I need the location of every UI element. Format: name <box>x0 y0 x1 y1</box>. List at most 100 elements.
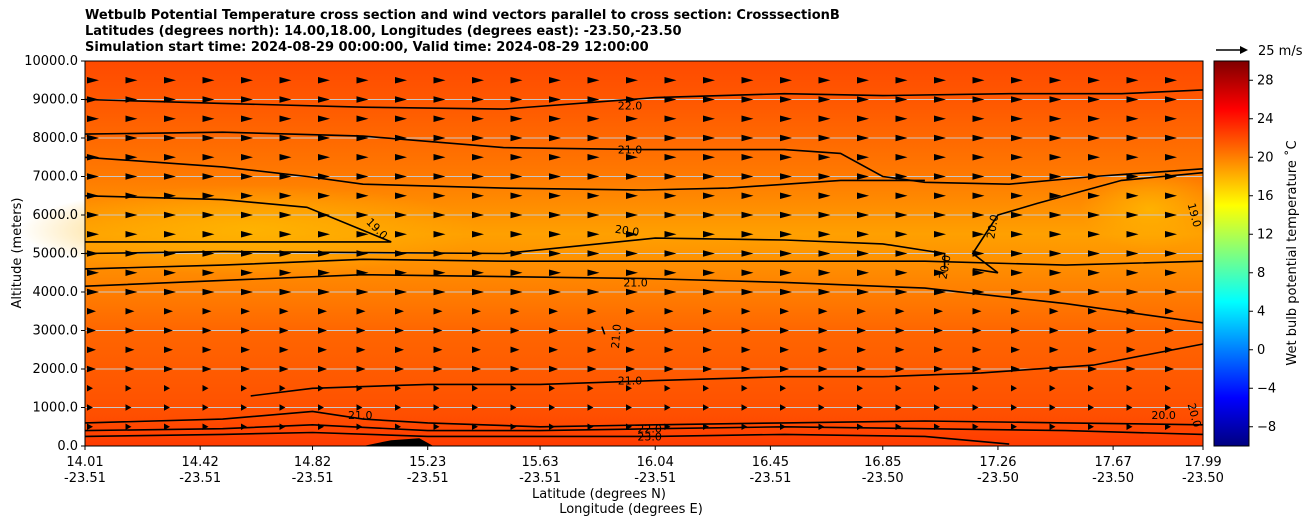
wind-vector <box>549 134 561 142</box>
wind-vector <box>934 115 946 122</box>
wind-vector <box>780 269 792 276</box>
wind-vector <box>125 288 138 296</box>
wind-vector <box>356 77 369 84</box>
wind-vector <box>741 250 754 257</box>
wind-vector <box>510 134 523 142</box>
wind-vector <box>703 346 712 353</box>
x-tick-label-latitude: 14.42 <box>182 455 219 470</box>
wind-vector <box>1049 385 1056 392</box>
wind-vector <box>202 231 215 238</box>
wind-vector <box>241 115 253 122</box>
wind-vector <box>1165 77 1177 84</box>
wind-vector <box>972 96 985 103</box>
x-axis-label-latitude: Latitude (degrees N) <box>532 487 666 502</box>
wind-vector <box>356 192 369 199</box>
wind-vector <box>279 269 292 276</box>
wind-vector <box>549 96 561 103</box>
wind-vector <box>164 231 176 238</box>
wind-vector <box>318 115 330 122</box>
wind-vector <box>125 173 138 180</box>
wind-vector <box>549 288 561 296</box>
wind-vector <box>87 115 99 122</box>
wind-vector <box>587 288 600 296</box>
wind-vector <box>202 385 209 392</box>
wind-vector <box>318 404 324 411</box>
wind-vector <box>1126 154 1139 161</box>
wind-vector <box>741 365 751 373</box>
wind-vector <box>587 173 600 180</box>
wind-vector <box>279 308 289 315</box>
wind-vector <box>318 96 330 103</box>
wind-vector <box>934 288 946 296</box>
wind-vector <box>1088 423 1094 430</box>
wind-vector <box>895 134 908 142</box>
contour-label: 22.0 <box>618 99 643 112</box>
x-tick-label-latitude: 14.82 <box>294 455 331 470</box>
wind-vector <box>1011 115 1023 122</box>
wind-vector <box>395 327 404 334</box>
wind-vector <box>510 308 520 315</box>
contour-label: 20.0 <box>937 254 954 280</box>
wind-vector <box>510 288 523 296</box>
wind-vector <box>510 385 517 392</box>
wind-vector <box>626 404 632 411</box>
wind-vector <box>241 308 250 315</box>
wind-vector <box>472 346 481 353</box>
wind-vector <box>857 96 869 103</box>
wind-vector <box>279 96 292 103</box>
y-tick-label: 10000.0 <box>24 54 78 69</box>
y-tick-label: 8000.0 <box>33 131 79 146</box>
wind-vector <box>857 404 863 411</box>
wind-vector <box>741 385 748 392</box>
y-tick-label: 6000.0 <box>33 208 79 223</box>
wind-vector <box>1165 269 1177 276</box>
cool-region <box>20 185 480 275</box>
x-tick-label-longitude: -23.51 <box>292 471 334 486</box>
x-axis-label-longitude: Longitude (degrees E) <box>559 502 703 517</box>
wind-vector <box>664 134 677 142</box>
wind-vector <box>356 365 366 373</box>
wind-vector <box>356 211 369 219</box>
wind-vector <box>587 250 600 257</box>
wind-vector <box>318 77 330 84</box>
contour-line <box>84 89 1204 110</box>
wind-vector <box>356 154 369 161</box>
wind-vector <box>741 404 748 411</box>
wind-vector <box>472 288 484 296</box>
wind-vector <box>1011 192 1023 199</box>
wind-vector <box>125 385 132 392</box>
wind-vector <box>934 211 946 219</box>
wind-vector <box>1011 96 1023 103</box>
wind-vector <box>895 96 908 103</box>
wind-vector <box>356 115 369 122</box>
wind-vector <box>1011 269 1023 276</box>
wind-vector <box>818 404 825 411</box>
wind-vector <box>857 211 869 219</box>
wind-vector <box>395 346 404 353</box>
wind-vector <box>279 365 289 373</box>
wind-vector <box>164 327 173 334</box>
wind-vector <box>818 385 825 392</box>
wind-vector <box>587 115 600 122</box>
wind-vector <box>279 173 292 180</box>
wind-vector <box>395 173 407 180</box>
wind-vector <box>241 77 253 84</box>
terrain-shape <box>363 438 434 446</box>
wind-vector <box>1088 115 1100 122</box>
wind-vector <box>395 404 401 411</box>
y-tick-label: 3000.0 <box>33 324 79 339</box>
wind-vector <box>472 211 484 219</box>
wind-vector <box>664 404 671 411</box>
wind-vector <box>1049 192 1062 199</box>
wind-vector <box>934 192 946 199</box>
wind-vector <box>549 173 561 180</box>
wind-vector <box>318 308 327 315</box>
wind-vector <box>741 77 754 84</box>
wind-vector <box>549 404 555 411</box>
wind-vector <box>780 288 792 296</box>
contour-line <box>84 237 946 269</box>
wind-vector <box>433 404 440 411</box>
wind-vector <box>395 154 407 161</box>
wind-vector <box>934 96 946 103</box>
